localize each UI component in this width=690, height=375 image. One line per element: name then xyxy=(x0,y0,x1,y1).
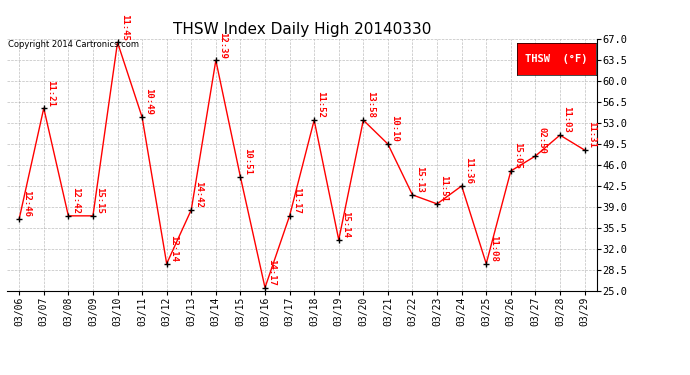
Text: 12:42: 12:42 xyxy=(71,187,80,214)
Text: 12:14: 12:14 xyxy=(169,235,178,262)
Text: 11:51: 11:51 xyxy=(440,175,449,202)
Text: 15:15: 15:15 xyxy=(95,187,104,214)
Text: 11:03: 11:03 xyxy=(562,106,571,133)
Text: 15:14: 15:14 xyxy=(341,211,351,238)
Text: 11:31: 11:31 xyxy=(587,122,596,148)
Text: 15:05: 15:05 xyxy=(513,142,522,169)
Text: 11:08: 11:08 xyxy=(489,235,497,262)
Text: 14:42: 14:42 xyxy=(194,181,203,208)
Title: THSW Index Daily High 20140330: THSW Index Daily High 20140330 xyxy=(172,22,431,37)
Text: 12:39: 12:39 xyxy=(218,32,227,58)
Text: 15:13: 15:13 xyxy=(415,166,424,193)
Text: 10:51: 10:51 xyxy=(243,148,252,175)
Text: 11:52: 11:52 xyxy=(317,92,326,118)
Text: 02:50: 02:50 xyxy=(538,128,547,154)
Text: Copyright 2014 Cartronics.com: Copyright 2014 Cartronics.com xyxy=(8,40,139,49)
Text: 11:21: 11:21 xyxy=(46,80,55,106)
Text: 10:49: 10:49 xyxy=(145,88,154,116)
Text: THSW  (°F): THSW (°F) xyxy=(525,54,588,64)
Text: 11:36: 11:36 xyxy=(464,157,473,184)
Text: 11:45: 11:45 xyxy=(120,14,129,40)
Text: 12:46: 12:46 xyxy=(21,190,30,217)
Text: 13:58: 13:58 xyxy=(366,92,375,118)
Text: 14:17: 14:17 xyxy=(268,259,277,286)
Text: 11:17: 11:17 xyxy=(292,187,301,214)
Text: 10:10: 10:10 xyxy=(391,116,400,142)
